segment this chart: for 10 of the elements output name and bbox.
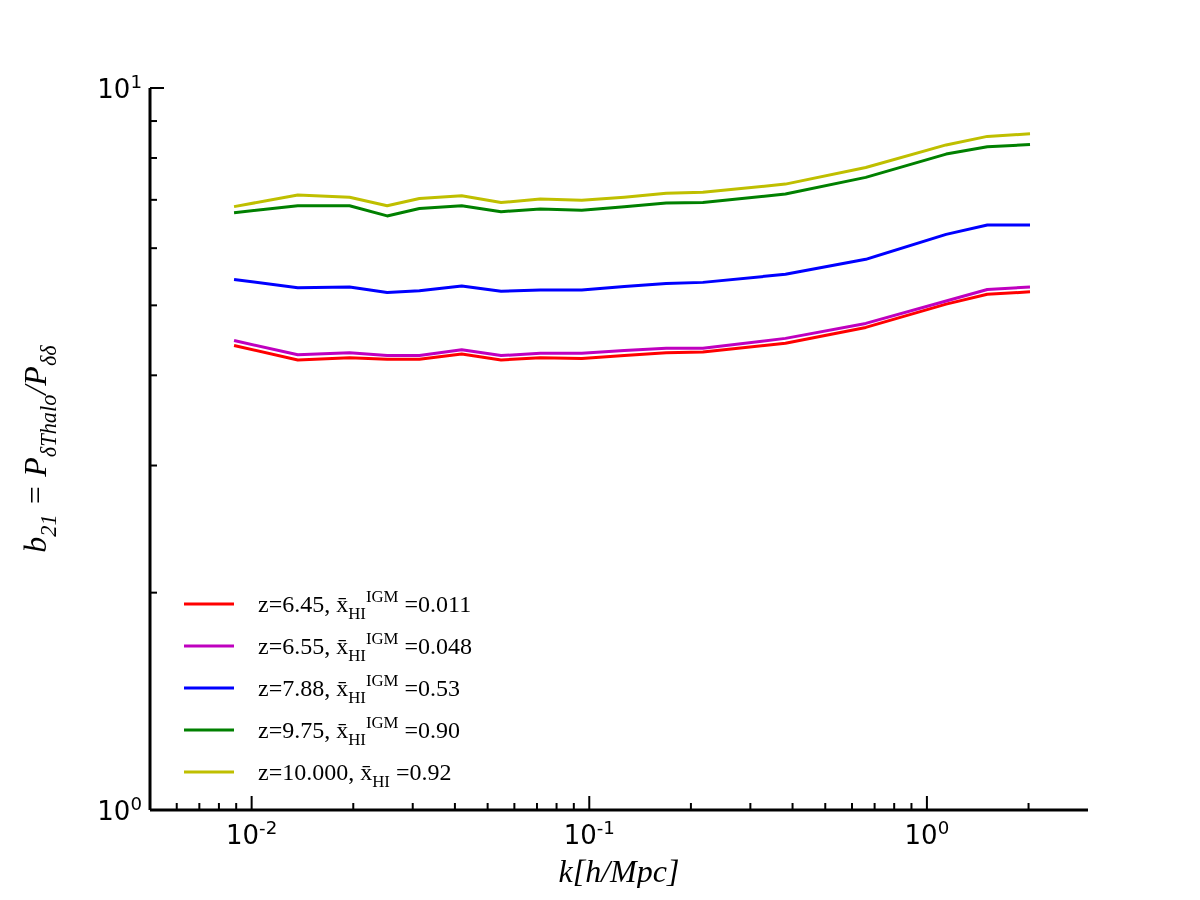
legend-label: z=6.55, x̄$_{HI}$$^{IGM}$ =0.048 — [258, 629, 473, 666]
legend-label: z=9.75, x̄$_{HI}$$^{IGM}$ =0.90 — [258, 713, 461, 750]
x-tick-label: 10$^{0}$ — [904, 816, 950, 850]
x-axis-title: k[h/Mpc] — [558, 853, 680, 889]
x-tick-label: 10$^{-1}$ — [563, 816, 615, 850]
legend-label: z=7.88, x̄$_{HI}$$^{IGM}$ =0.53 — [258, 671, 461, 708]
legend-label: z=6.45, x̄$_{HI}$$^{IGM}$ =0.011 — [258, 587, 472, 624]
legend-label: z=10.000, x̄$_{HI}$ =0.92 — [258, 759, 452, 792]
x-tick-label: 10$^{-2}$ — [226, 816, 278, 850]
y-tick-label: 10$^{1}$ — [97, 70, 142, 104]
